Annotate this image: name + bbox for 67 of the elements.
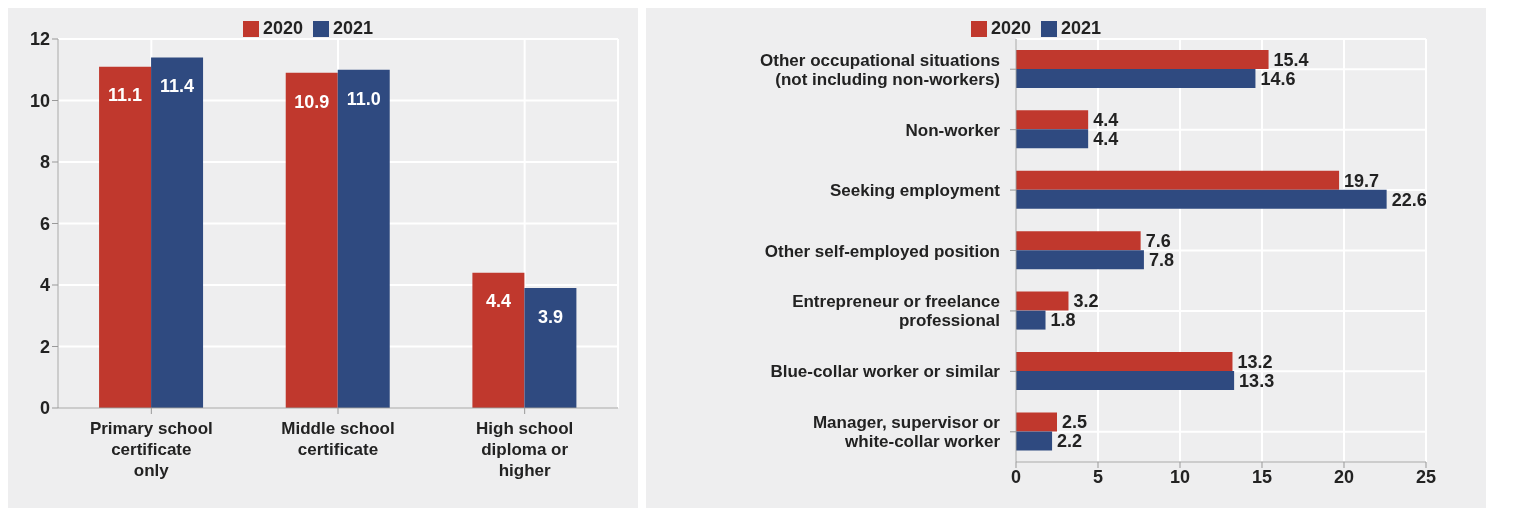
y-tick-label: Entrepreneur or freelance professional xyxy=(792,291,1000,330)
x-tick-label: 0 xyxy=(1010,466,1022,487)
data-label: 13.2 xyxy=(1237,351,1273,372)
bar xyxy=(151,57,204,408)
bar xyxy=(1016,189,1387,209)
bar xyxy=(1016,49,1269,69)
y-tick-label: 10 xyxy=(29,90,50,111)
bar xyxy=(1016,129,1089,149)
legend-label: 2020 xyxy=(262,18,303,38)
data-label: 22.6 xyxy=(1391,189,1427,210)
data-label: 4.4 xyxy=(1093,129,1119,150)
data-label: 11.1 xyxy=(108,85,143,106)
y-tick-label: Other occupational situations (not including non-workers) xyxy=(760,50,1000,89)
data-label: 3.2 xyxy=(1073,291,1099,312)
bar xyxy=(472,272,525,408)
data-label: 10.9 xyxy=(294,91,330,112)
y-tick-label: Seeking employment xyxy=(829,180,1001,200)
y-tick-label: 6 xyxy=(39,213,50,234)
data-label: 4.4 xyxy=(1093,110,1119,131)
data-label: 4.4 xyxy=(485,291,511,312)
x-tick-label: 10 xyxy=(1169,466,1191,487)
data-label: 11.4 xyxy=(160,76,195,97)
legend-label: 2020 xyxy=(990,18,1031,38)
bar xyxy=(1016,68,1256,88)
legend-label: 2021 xyxy=(333,18,374,38)
bar xyxy=(1016,170,1340,190)
bar xyxy=(1016,250,1144,270)
legend-label: 2021 xyxy=(1061,18,1102,38)
x-tick-label: 25 xyxy=(1415,466,1437,487)
data-label: 13.3 xyxy=(1239,370,1275,391)
x-tick-label: 20 xyxy=(1333,466,1355,487)
x-tick-label: 15 xyxy=(1251,466,1273,487)
bar xyxy=(1016,352,1233,372)
data-label: 7.8 xyxy=(1148,250,1174,271)
bar xyxy=(337,69,390,408)
y-tick-label: 4 xyxy=(39,275,50,296)
y-tick-label: 0 xyxy=(39,398,50,419)
y-tick-label: Other self-employed position xyxy=(764,241,1000,260)
y-tick-label: 12 xyxy=(29,29,50,50)
bar xyxy=(524,288,577,408)
data-label: 3.9 xyxy=(537,306,563,327)
data-label: 7.6 xyxy=(1145,231,1171,252)
y-tick-label: Manager, supervisor or white-collar worker xyxy=(812,412,1001,451)
bar xyxy=(1016,291,1069,311)
data-label: 15.4 xyxy=(1273,49,1309,70)
data-label: 14.6 xyxy=(1260,68,1296,89)
x-tick-label: High school diploma or higher xyxy=(476,419,574,480)
x-tick-label: Middle school certificate xyxy=(281,419,395,459)
bar xyxy=(1016,431,1053,451)
y-tick-label: Non-worker xyxy=(905,120,1001,140)
bar xyxy=(1016,412,1057,432)
bar xyxy=(1016,231,1141,251)
y-tick-label: 2 xyxy=(39,336,50,357)
x-tick-label: Primary school certificate only xyxy=(89,419,213,480)
bar xyxy=(1016,110,1089,130)
data-label: 2.5 xyxy=(1062,412,1088,433)
data-label: 2.2 xyxy=(1057,431,1083,452)
data-label: 19.7 xyxy=(1344,170,1380,191)
bar xyxy=(99,66,152,408)
x-tick-label: 5 xyxy=(1092,466,1104,487)
data-label: 11.0 xyxy=(346,88,381,109)
data-label: 1.8 xyxy=(1050,310,1076,331)
bar xyxy=(285,72,338,408)
y-tick-label: 8 xyxy=(39,152,50,173)
y-tick-label: Blue-collar worker or similar xyxy=(770,361,1001,381)
bar xyxy=(1016,371,1235,391)
bar xyxy=(1016,310,1046,330)
